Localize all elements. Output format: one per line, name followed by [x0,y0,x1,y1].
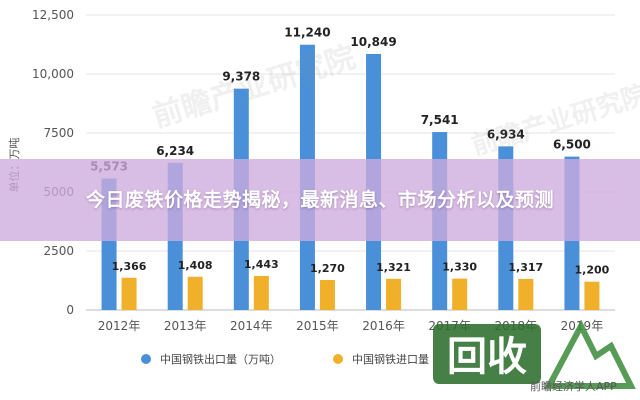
legend: 中国钢铁出口量（万吨） 中国钢铁进口量 [141,352,429,366]
data-label-import: 1,330 [442,261,477,274]
y-tick-label: 2500 [43,244,74,258]
data-label-export: 6,234 [156,144,194,158]
leaf-icon [544,319,636,389]
source-watermark: 前瞻经济学人APP [530,380,617,393]
title-banner: 今日废铁价格走势揭秘，最新消息、市场分析以及预测 [0,159,640,241]
data-labels: 5,5731,3666,2341,4089,3781,44311,2401,27… [90,26,610,277]
bar-import [386,278,402,310]
bar-import [121,277,137,310]
x-tick-label: 2012年 [98,319,141,333]
data-label-import: 1,366 [112,260,147,273]
data-label-export: 6,934 [487,127,525,141]
data-label-export: 11,240 [284,26,330,40]
legend-swatch-import [333,354,343,364]
data-label-export: 9,378 [222,70,260,84]
bar-import [253,275,269,310]
recycle-logo: 回收 [433,319,636,389]
data-label-import: 1,321 [376,261,411,274]
y-tick-label: 12,500 [32,8,74,22]
x-tick-label: 2015年 [296,319,339,333]
logo-box [433,324,541,384]
data-label-import: 1,443 [244,258,279,271]
data-label-export: 10,849 [350,35,396,49]
x-tick-label: 2013年 [164,319,207,333]
data-label-import: 1,200 [575,264,610,277]
bar-import [187,276,203,310]
bar-import [518,278,534,310]
legend-swatch-export [141,354,151,364]
data-label-import: 1,270 [310,262,345,275]
logo-text: 回收 [447,334,527,380]
data-label-import: 1,408 [178,259,213,272]
legend-label-export: 中国钢铁出口量（万吨） [160,352,281,366]
x-tick-label: 2014年 [230,319,273,333]
y-tick-label: 10,000 [32,67,74,81]
page-title: 今日废铁价格走势揭秘，最新消息、市场分析以及预测 [85,189,554,211]
data-label-export: 6,500 [553,138,591,152]
bar-import [319,280,335,310]
y-tick-label: 7500 [43,126,74,140]
bar-import [584,281,600,310]
data-label-import: 1,317 [508,261,543,274]
bar-import [452,278,468,310]
data-label-export: 7,541 [421,113,459,127]
y-tick-label: 0 [66,303,74,317]
legend-label-import: 中国钢铁进口量 [352,353,429,366]
x-tick-label: 2016年 [362,319,405,333]
